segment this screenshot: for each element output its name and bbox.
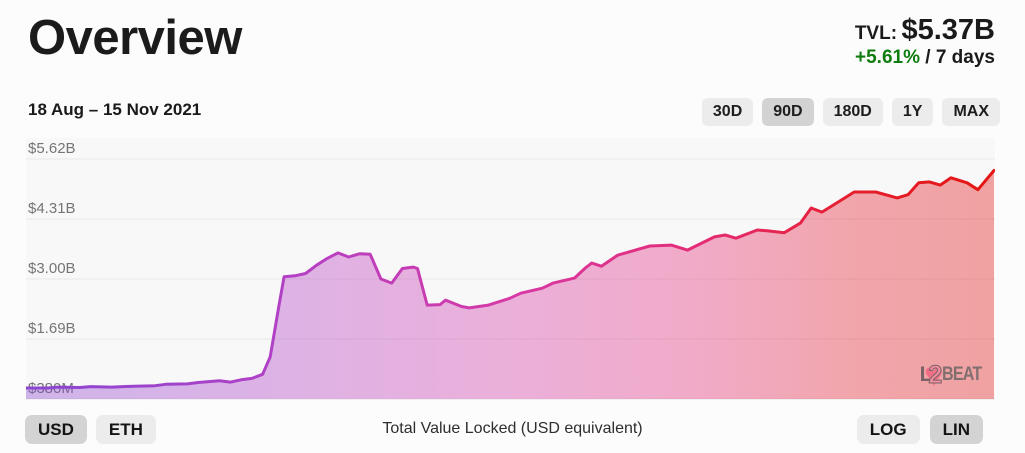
- tvl-summary: TVL: $5.37B +5.61% / 7 days: [855, 14, 995, 69]
- scale-toggle: LOG LIN: [856, 415, 983, 444]
- y-axis-tick-label: $1.69B: [28, 320, 76, 337]
- l2beat-logo: ♥ L 2 BEAT: [920, 356, 989, 393]
- date-range-label: 18 Aug – 15 Nov 2021: [28, 100, 202, 119]
- range-selector: 30D 90D 180D 1Y MAX: [701, 98, 1000, 126]
- tvl-line: [26, 169, 995, 390]
- scale-button-log[interactable]: LOG: [856, 415, 920, 444]
- range-button-180d[interactable]: 180D: [822, 98, 883, 126]
- currency-button-usd[interactable]: USD: [25, 415, 87, 444]
- y-axis-tick-label: $3.00B: [28, 260, 76, 277]
- range-button-30d[interactable]: 30D: [701, 98, 754, 126]
- chart-caption: Total Value Locked (USD equivalent): [382, 420, 643, 437]
- y-axis-tick-label: $5.62B: [28, 139, 76, 157]
- tvl-area-fill: [26, 170, 994, 399]
- tvl-change-period: / 7 days: [920, 47, 995, 69]
- tvl-line: TVL: $5.37B: [855, 14, 995, 47]
- range-button-90d[interactable]: 90D: [762, 98, 814, 126]
- page-title: Overview: [28, 11, 242, 65]
- scale-button-lin[interactable]: LIN: [929, 415, 983, 444]
- tvl-change-line: +5.61% / 7 days: [855, 47, 995, 69]
- currency-toggle: USD ETH: [25, 415, 156, 444]
- logo-text-beat: BEAT: [942, 364, 982, 385]
- tvl-value: $5.37B: [901, 14, 995, 46]
- tvl-label: TVL:: [854, 23, 898, 44]
- range-button-1y[interactable]: 1Y: [891, 98, 934, 126]
- heart-icon: ♥: [924, 356, 944, 393]
- logo-digit-2: 2: [928, 361, 943, 390]
- tvl-area-chart-svg[interactable]: [26, 138, 995, 400]
- tvl-change-percent: +5.61%: [855, 47, 920, 69]
- tvl-chart[interactable]: $5.62B$4.31B$3.00B$1.69B$380M: [26, 138, 995, 400]
- y-axis-tick-label: $4.31B: [28, 200, 76, 217]
- logo-letter-l: L: [919, 363, 933, 386]
- range-button-max[interactable]: MAX: [942, 98, 1000, 126]
- currency-button-eth[interactable]: ETH: [95, 415, 156, 444]
